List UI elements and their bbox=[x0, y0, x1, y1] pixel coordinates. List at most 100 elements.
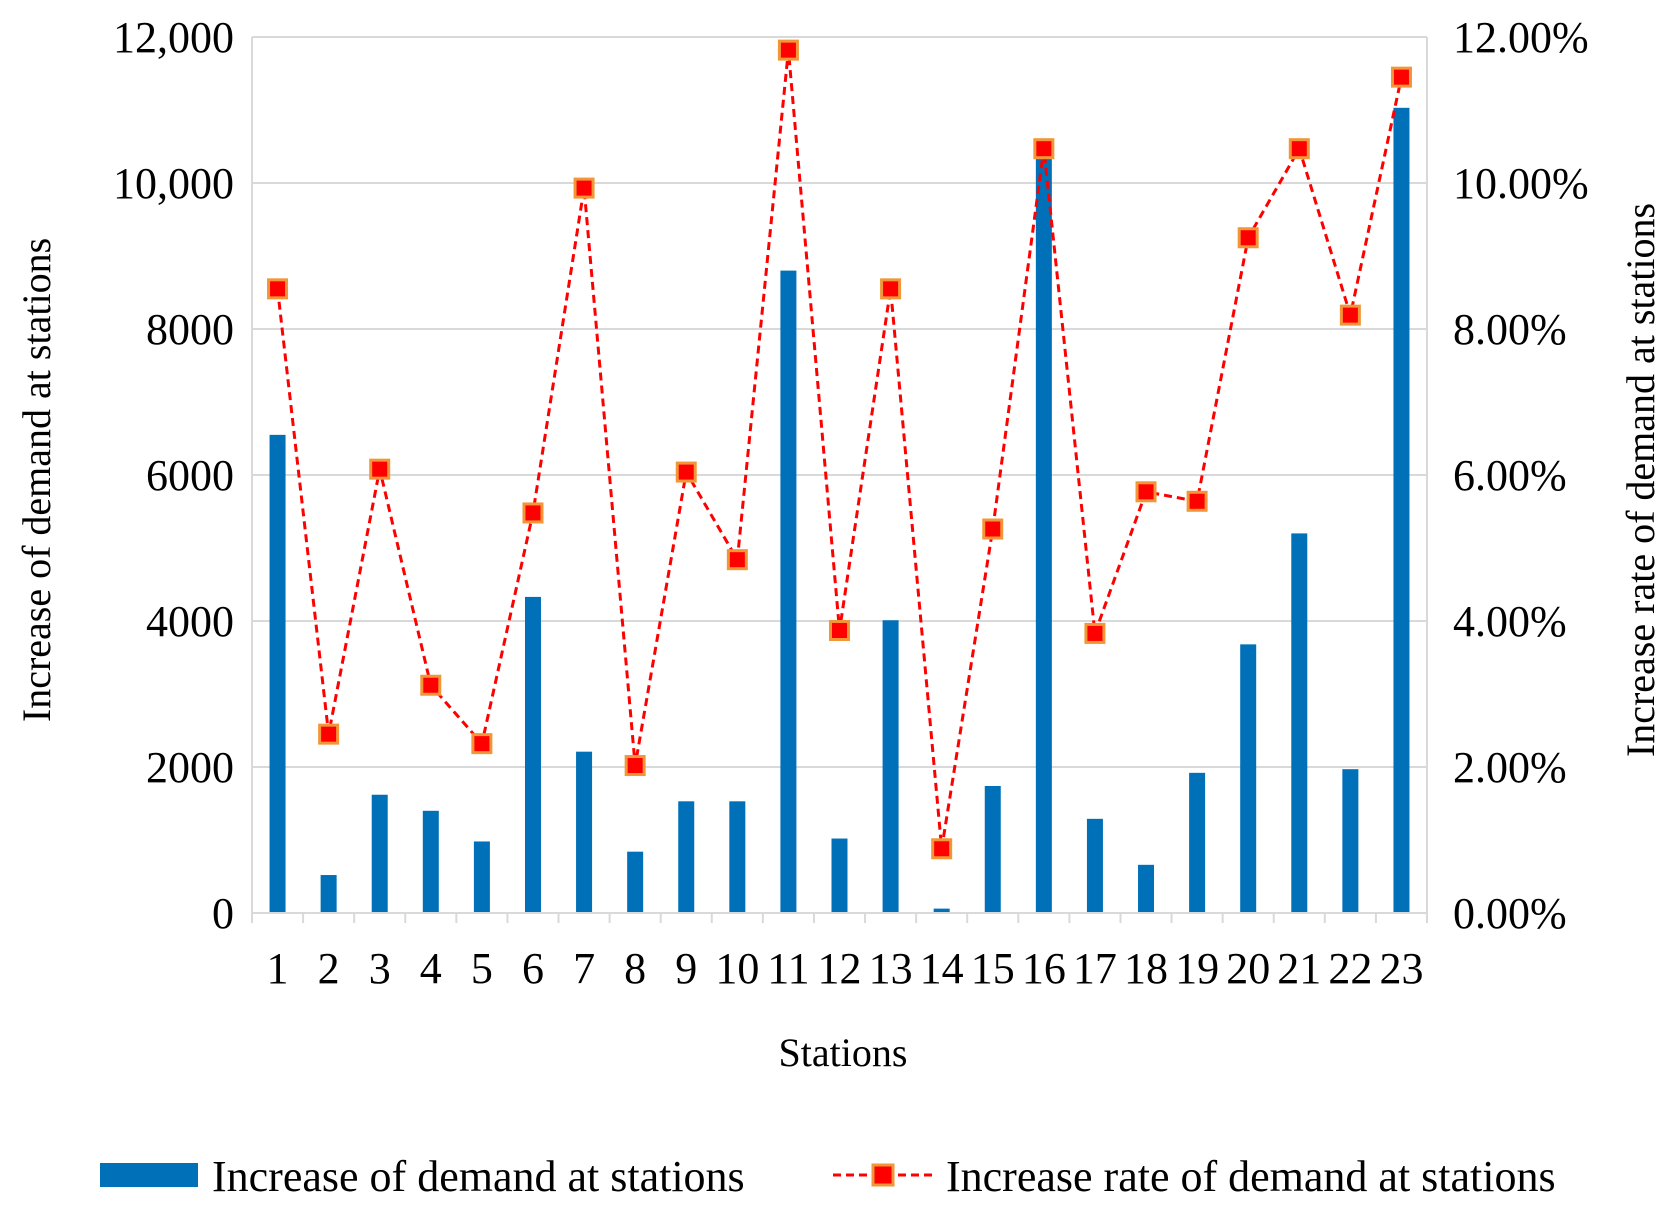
left-tick-label: 0 bbox=[212, 889, 234, 938]
x-tick-label: 14 bbox=[920, 944, 964, 993]
rate-marker bbox=[1237, 227, 1259, 249]
x-tick-label: 22 bbox=[1328, 944, 1372, 993]
legend: Increase of demand at stations Increase … bbox=[100, 1152, 1556, 1201]
rate-marker bbox=[1288, 138, 1310, 160]
legend-bar-swatch bbox=[100, 1163, 198, 1187]
x-tick-label: 10 bbox=[715, 944, 759, 993]
left-tick-label: 12,000 bbox=[113, 13, 234, 62]
x-tick-label: 12 bbox=[818, 944, 862, 993]
rate-marker bbox=[1186, 490, 1208, 512]
bar bbox=[371, 794, 388, 913]
rate-marker bbox=[777, 39, 799, 61]
bar bbox=[422, 810, 439, 913]
right-tick-label: 2.00% bbox=[1453, 743, 1567, 792]
bar bbox=[1342, 769, 1359, 913]
left-tick-label: 10,000 bbox=[113, 159, 234, 208]
x-tick-label: 3 bbox=[369, 944, 391, 993]
right-tick-label: 6.00% bbox=[1453, 451, 1567, 500]
left-tick-label: 2000 bbox=[146, 743, 234, 792]
x-tick-label: 13 bbox=[869, 944, 913, 993]
rate-marker bbox=[880, 278, 902, 300]
axes bbox=[251, 37, 1428, 923]
x-tick-label: 11 bbox=[767, 944, 809, 993]
rate-marker bbox=[726, 549, 748, 571]
x-tick-label: 17 bbox=[1073, 944, 1117, 993]
gridlines bbox=[252, 36, 1427, 768]
rate-marker bbox=[573, 177, 595, 199]
x-tick-label: 18 bbox=[1124, 944, 1168, 993]
x-tick-label: 19 bbox=[1175, 944, 1219, 993]
x-axis-ticks: 1 2 3 4 5 6 7 8 9 10 11 12 13 14 15 16 17 18 19 20 21 22 23 bbox=[267, 944, 1424, 993]
rate-marker bbox=[1339, 304, 1361, 326]
rate-marker bbox=[318, 723, 340, 745]
rate-marker bbox=[1084, 622, 1106, 644]
left-tick-label: 8000 bbox=[146, 305, 234, 354]
rate-marker bbox=[267, 278, 289, 300]
x-tick-label: 7 bbox=[573, 944, 595, 993]
rate-marker bbox=[471, 733, 493, 755]
bar bbox=[780, 270, 797, 914]
right-axis-ticks: 0.00% 2.00% 4.00% 6.00% 8.00% 10.00% 12.00% bbox=[1453, 13, 1589, 938]
line-series bbox=[267, 39, 1412, 860]
x-tick-label: 21 bbox=[1277, 944, 1321, 993]
left-tick-label: 6000 bbox=[146, 451, 234, 500]
rate-marker bbox=[420, 674, 442, 696]
bar bbox=[882, 620, 899, 913]
right-tick-label: 4.00% bbox=[1453, 597, 1567, 646]
bar bbox=[933, 908, 950, 913]
bar bbox=[1189, 772, 1206, 913]
left-axis-ticks: 0 2000 4000 6000 8000 10,000 12,000 bbox=[113, 13, 234, 938]
right-tick-label: 8.00% bbox=[1453, 305, 1567, 354]
legend-line-marker bbox=[871, 1163, 895, 1187]
x-tick-label: 23 bbox=[1379, 944, 1423, 993]
x-tick-label: 1 bbox=[267, 944, 289, 993]
x-tick-label: 6 bbox=[522, 944, 544, 993]
rate-marker bbox=[982, 518, 1004, 540]
bar bbox=[320, 875, 337, 913]
rate-marker bbox=[675, 461, 697, 483]
right-tick-label: 12.00% bbox=[1453, 13, 1589, 62]
x-tick-label: 8 bbox=[624, 944, 646, 993]
x-tick-label: 4 bbox=[420, 944, 442, 993]
bar bbox=[1393, 107, 1410, 913]
rate-marker bbox=[829, 619, 850, 641]
legend-bar-label: Increase of demand at stations bbox=[212, 1152, 745, 1201]
x-tick-label: 2 bbox=[318, 944, 340, 993]
right-tick-label: 10.00% bbox=[1453, 159, 1589, 208]
rate-line bbox=[276, 49, 1403, 849]
rate-marker bbox=[522, 502, 544, 524]
legend-line-label: Increase rate of demand at stations bbox=[946, 1152, 1556, 1201]
rate-marker bbox=[624, 755, 646, 777]
x-tick-label: 9 bbox=[675, 944, 697, 993]
bar bbox=[729, 801, 746, 913]
rate-marker bbox=[1135, 481, 1157, 503]
rate-marker bbox=[1390, 66, 1412, 88]
right-axis-title: Increase rate of demand at stations bbox=[1618, 203, 1663, 757]
bar bbox=[1240, 644, 1257, 913]
rate-marker bbox=[1033, 138, 1055, 160]
x-tick-label: 16 bbox=[1022, 944, 1066, 993]
right-tick-label: 0.00% bbox=[1453, 889, 1567, 938]
bar bbox=[984, 785, 1001, 913]
bar bbox=[1035, 153, 1052, 914]
bar bbox=[1138, 864, 1155, 913]
left-axis-title: Increase of demand at stations bbox=[14, 238, 59, 722]
rate-marker bbox=[931, 838, 953, 860]
x-axis-title: Stations bbox=[779, 1030, 908, 1075]
x-tick-label: 15 bbox=[971, 944, 1015, 993]
bar bbox=[627, 851, 644, 913]
bar bbox=[576, 751, 593, 913]
bar bbox=[1291, 533, 1308, 913]
left-tick-label: 4000 bbox=[146, 597, 234, 646]
x-tick-label: 5 bbox=[471, 944, 493, 993]
bar bbox=[1086, 818, 1103, 913]
bar bbox=[473, 841, 490, 913]
bar bbox=[524, 596, 541, 913]
rate-marker bbox=[369, 458, 391, 480]
bar bbox=[269, 434, 286, 913]
x-tick-label: 20 bbox=[1226, 944, 1270, 993]
bar bbox=[831, 838, 848, 913]
bar bbox=[678, 801, 695, 913]
bar-series bbox=[269, 107, 1410, 914]
